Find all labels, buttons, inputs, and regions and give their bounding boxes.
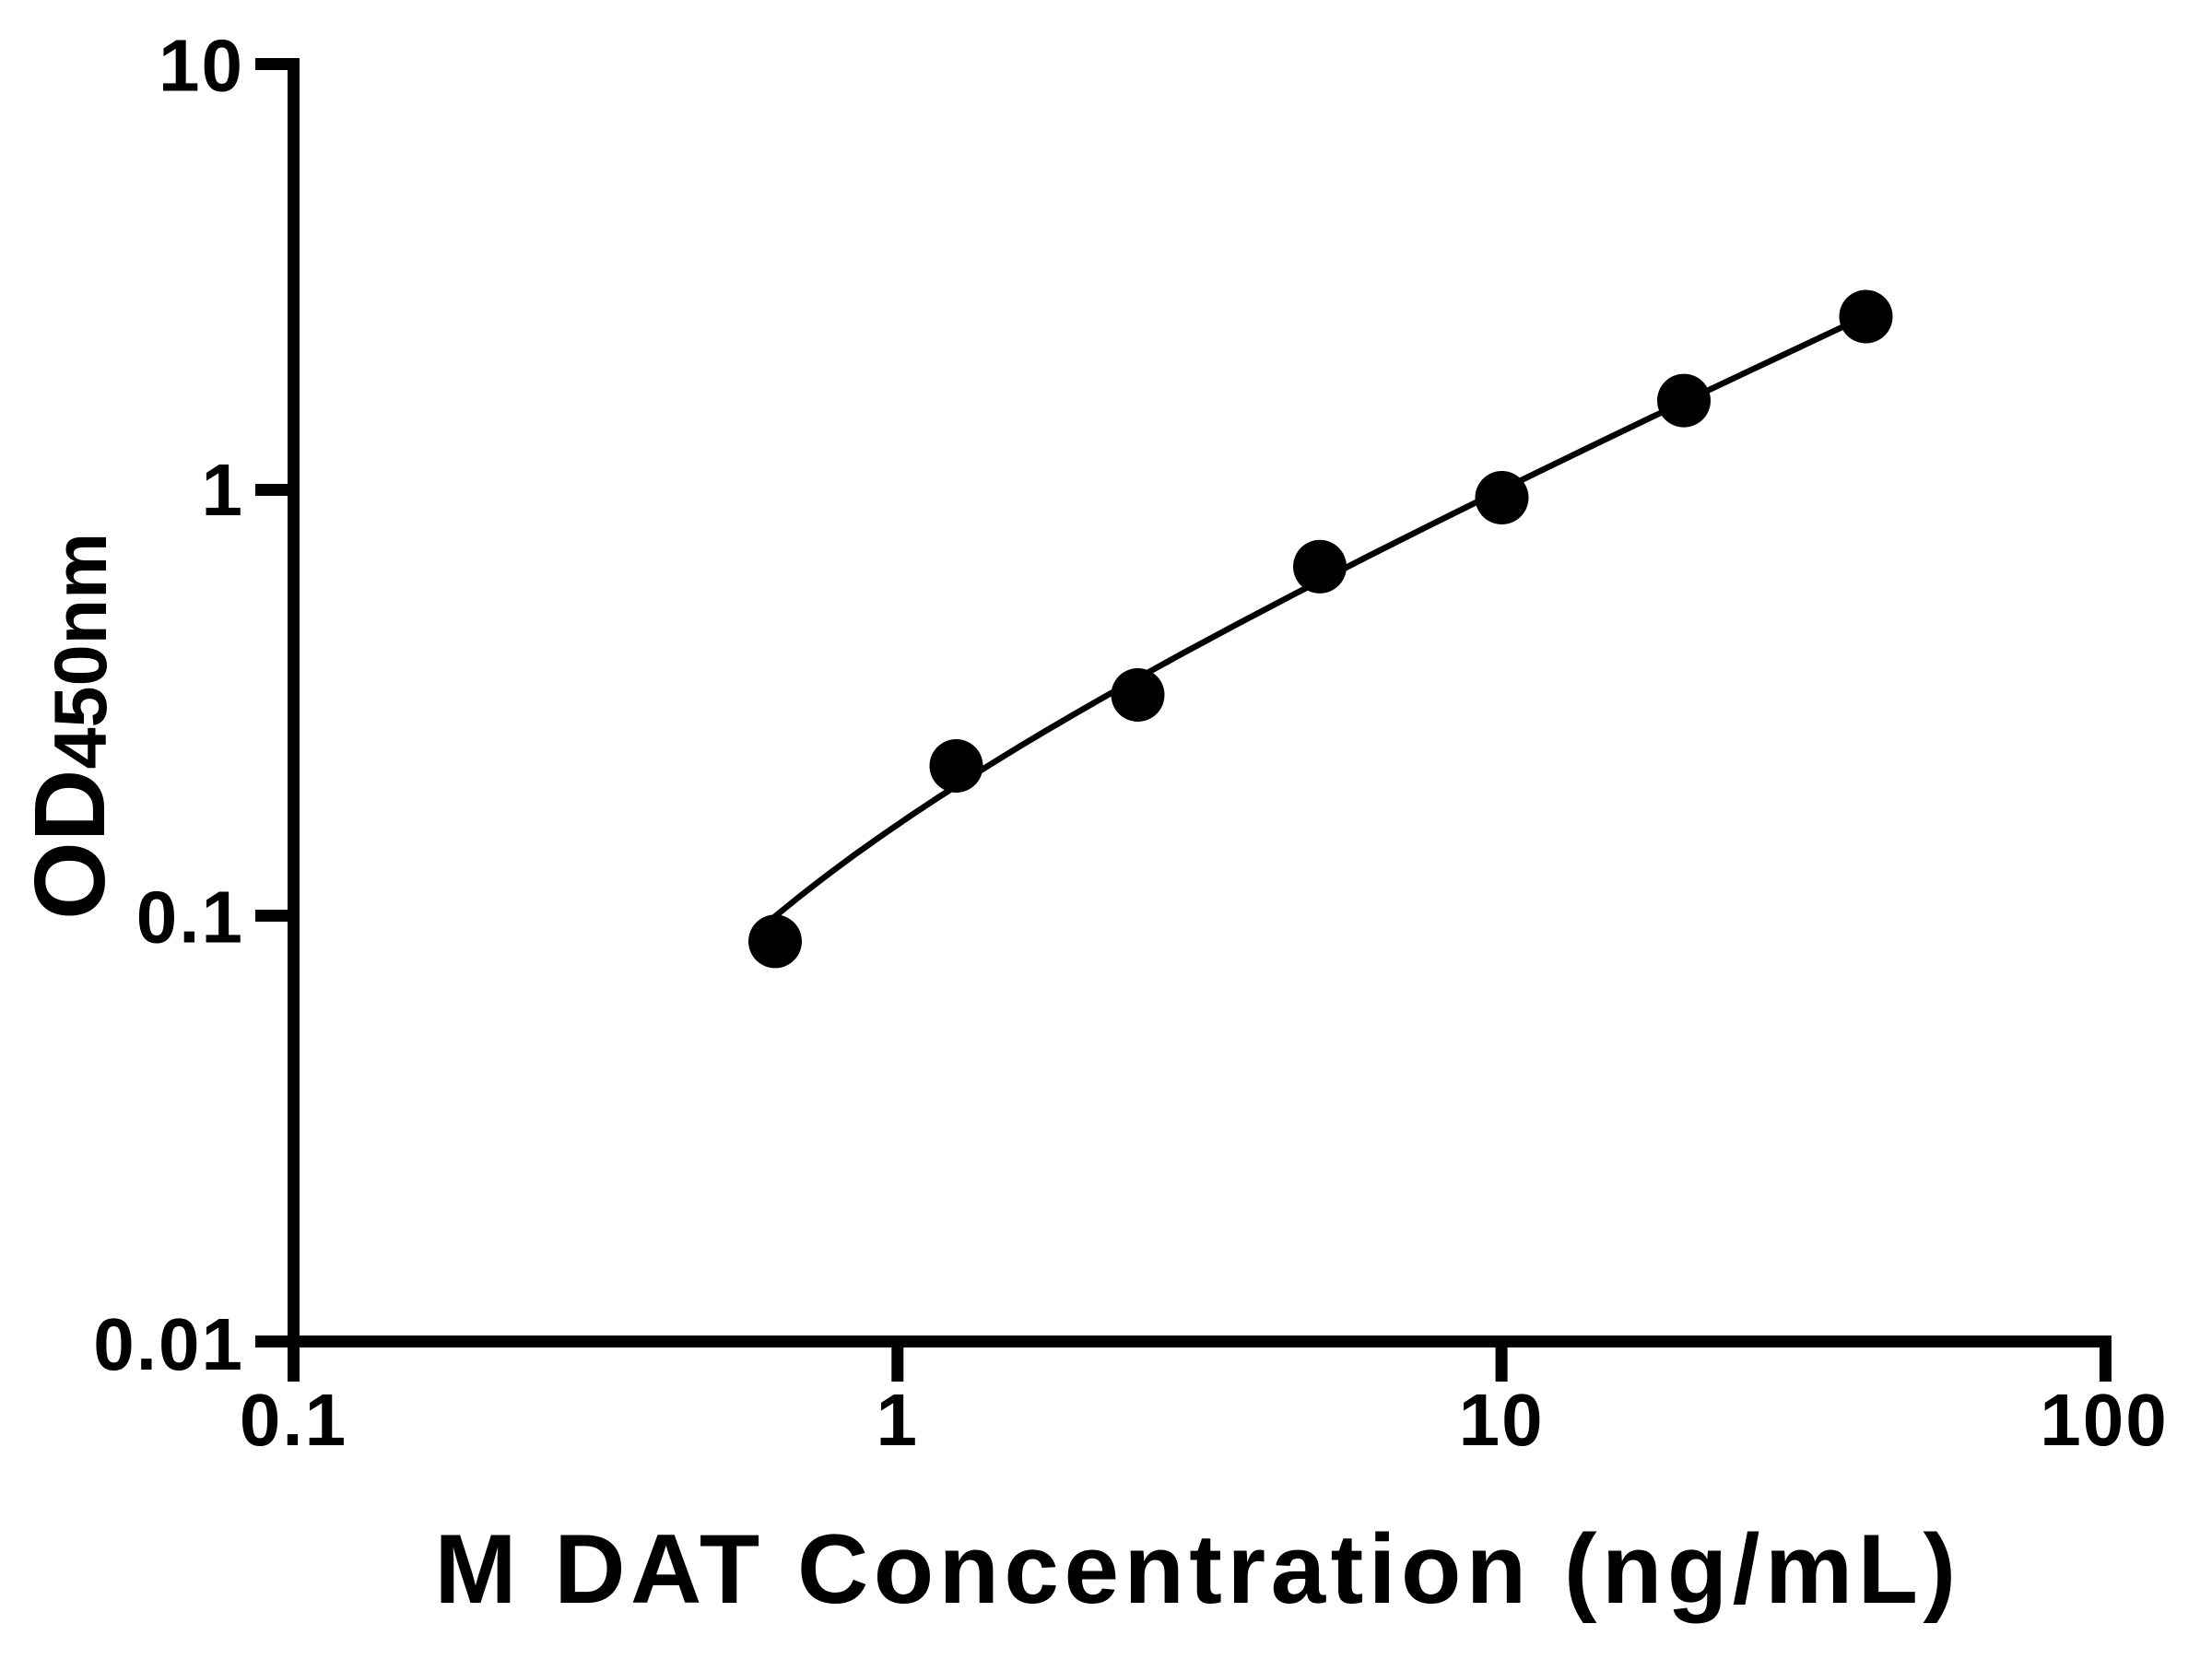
- svg-text:M DAT Concentration (ng/mL): M DAT Concentration (ng/mL): [434, 1513, 1960, 1624]
- svg-text:10: 10: [159, 25, 244, 107]
- svg-text:0.1: 0.1: [136, 877, 244, 959]
- svg-text:0.01: 0.01: [93, 1303, 244, 1385]
- svg-text:100: 100: [2040, 1379, 2168, 1461]
- svg-text:1: 1: [202, 449, 245, 531]
- svg-text:1: 1: [877, 1379, 920, 1461]
- svg-text:0.1: 0.1: [240, 1379, 347, 1461]
- svg-text:10: 10: [1459, 1379, 1545, 1461]
